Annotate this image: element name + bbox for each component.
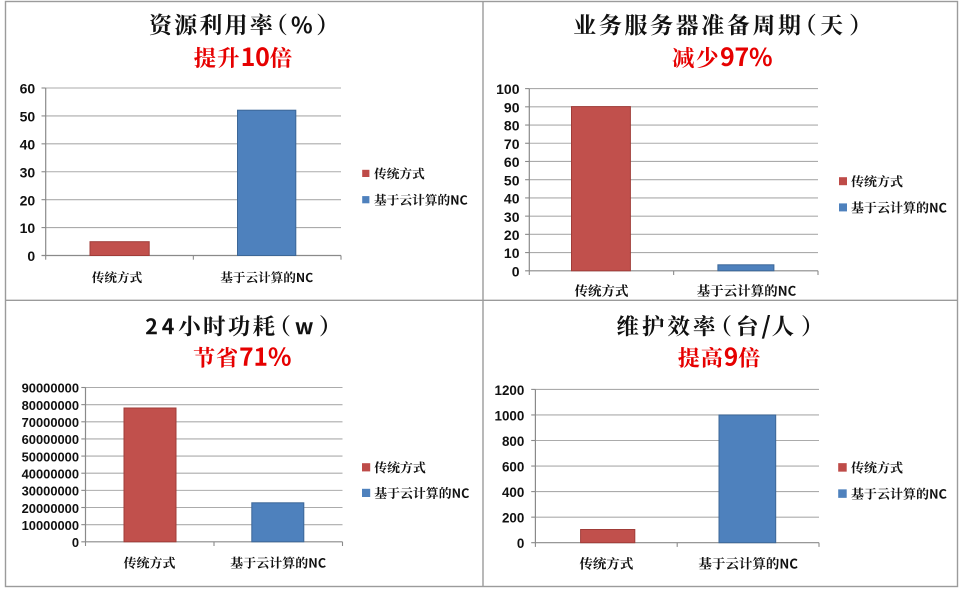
svg-text:400: 400 <box>502 485 524 500</box>
svg-text:10: 10 <box>20 220 36 236</box>
svg-text:30: 30 <box>504 209 520 225</box>
svg-text:0: 0 <box>27 248 35 264</box>
svg-text:70: 70 <box>504 136 520 152</box>
svg-text:90: 90 <box>504 99 520 115</box>
svg-text:60000000: 60000000 <box>22 432 79 447</box>
svg-text:0: 0 <box>72 535 79 550</box>
svg-text:600: 600 <box>502 459 524 474</box>
svg-text:30000000: 30000000 <box>22 484 79 499</box>
svg-text:50: 50 <box>504 172 520 188</box>
svg-text:60: 60 <box>20 81 36 97</box>
svg-text:10: 10 <box>504 245 520 261</box>
svg-text:0: 0 <box>512 263 520 279</box>
svg-text:100: 100 <box>496 81 520 97</box>
svg-text:1000: 1000 <box>495 408 525 423</box>
svg-text:80: 80 <box>504 118 520 134</box>
svg-text:50: 50 <box>20 109 36 125</box>
svg-text:200: 200 <box>502 511 524 526</box>
svg-text:50000000: 50000000 <box>22 449 79 464</box>
svg-text:20: 20 <box>20 192 36 208</box>
svg-text:90000000: 90000000 <box>22 381 79 396</box>
svg-text:60: 60 <box>504 154 520 170</box>
svg-text:40: 40 <box>504 191 520 207</box>
svg-text:10000000: 10000000 <box>22 518 79 533</box>
svg-text:1200: 1200 <box>495 383 525 398</box>
svg-text:40: 40 <box>20 136 36 152</box>
svg-text:800: 800 <box>502 434 524 449</box>
svg-text:0: 0 <box>517 536 524 551</box>
svg-text:30: 30 <box>20 164 36 180</box>
svg-text:70000000: 70000000 <box>22 415 79 430</box>
svg-text:20: 20 <box>504 227 520 243</box>
svg-text:80000000: 80000000 <box>22 398 79 413</box>
svg-text:20000000: 20000000 <box>22 501 79 516</box>
svg-text:40000000: 40000000 <box>22 466 79 481</box>
